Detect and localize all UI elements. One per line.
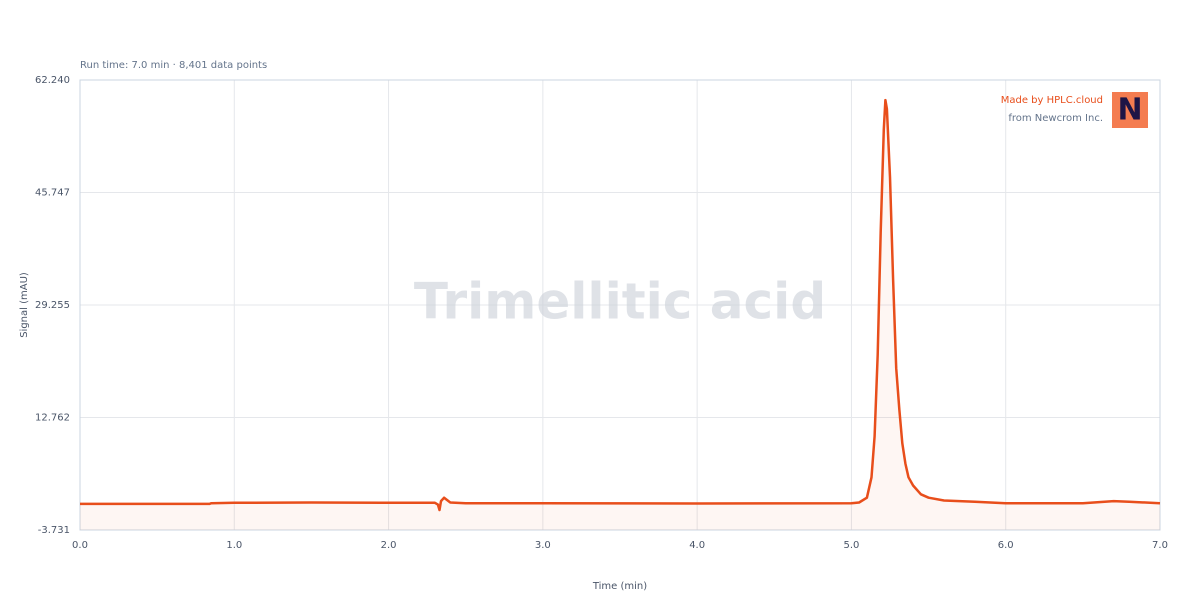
signal-line xyxy=(80,98,1161,512)
x-tick-label: 1.0 xyxy=(226,540,242,551)
x-tick-label: 2.0 xyxy=(381,540,397,551)
y-tick-label: 12.762 xyxy=(35,412,70,423)
x-tick-label: 0.0 xyxy=(72,540,88,551)
y-tick-label: 62.240 xyxy=(35,75,70,86)
plot-border xyxy=(79,79,1161,531)
y-axis-label: Signal (mAU) xyxy=(19,272,30,338)
x-axis-label: Time (min) xyxy=(592,581,647,592)
x-tick-label: 7.0 xyxy=(1152,540,1168,551)
y-tick-label: 29.255 xyxy=(35,300,70,311)
credit: Made by HPLC.cloud xyxy=(1001,95,1103,106)
y-tick-label: 45.747 xyxy=(35,188,70,199)
x-tick-label: 3.0 xyxy=(535,540,551,551)
x-tick-label: 4.0 xyxy=(689,540,705,551)
logo: N xyxy=(1117,93,1142,128)
x-tick-label: 6.0 xyxy=(998,540,1014,551)
y-tick-label: -3.731 xyxy=(38,525,70,536)
x-tick-label: 5.0 xyxy=(843,540,859,551)
credit-from: from Newcrom Inc. xyxy=(1008,113,1103,124)
logo-box xyxy=(1112,92,1148,128)
subtitle: Run time: 7.0 min · 8,401 data points xyxy=(80,60,267,71)
watermark: Trimellitic acid xyxy=(414,273,826,331)
